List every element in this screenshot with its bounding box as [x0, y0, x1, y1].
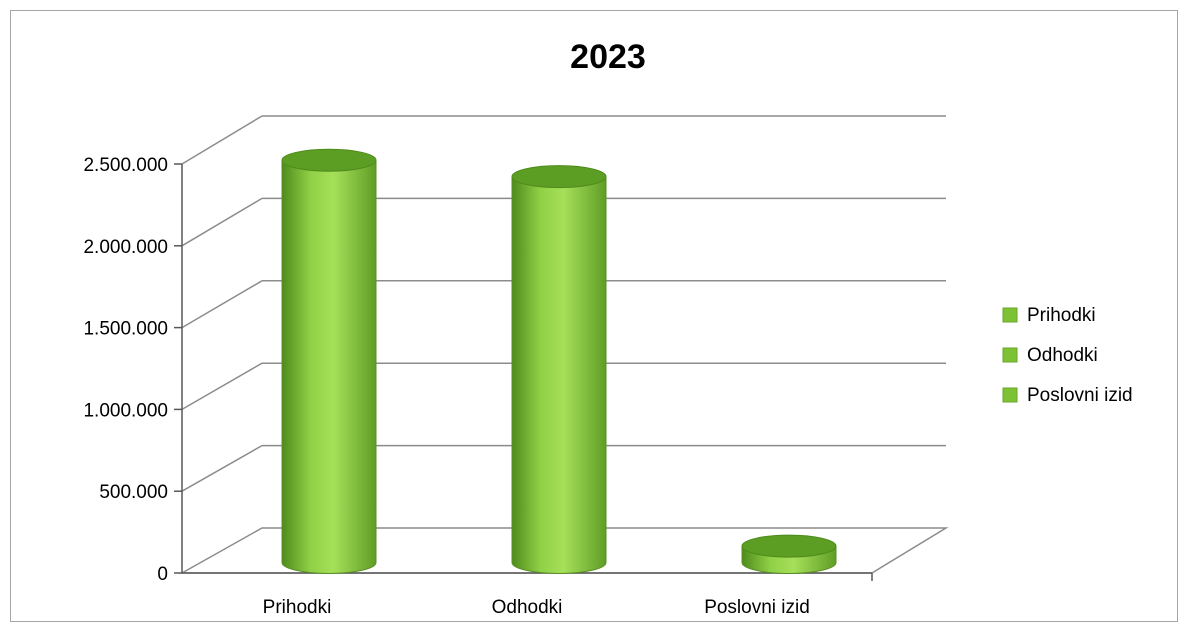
x-category-label: Poslovni izid [704, 597, 810, 618]
bars [281, 148, 837, 574]
legend-label: Odhodki [1027, 345, 1098, 366]
bar-prihodki [281, 148, 377, 574]
legend-label: Poslovni izid [1027, 385, 1133, 406]
gridline-side-5 [181, 115, 263, 165]
gridline-side-2 [181, 362, 263, 411]
x-category-label: Prihodki [263, 597, 332, 618]
gridline-side-1 [181, 444, 263, 492]
gridline-side-4 [181, 197, 263, 247]
legend-swatch [1002, 307, 1018, 323]
legend: Prihodki Odhodki Poslovni izid [1002, 305, 1133, 406]
bar-body [281, 159, 377, 574]
y-tick-label: 0 [157, 564, 168, 585]
chart-title: 2023 [570, 38, 646, 76]
y-tick-label: 500.000 [99, 482, 168, 503]
bar-top [281, 148, 377, 172]
bar-body [511, 176, 607, 574]
y-tick-label: 1.500.000 [83, 319, 168, 340]
y-tick-label: 2.000.000 [83, 237, 168, 258]
bar-top [511, 165, 607, 189]
y-tick-label: 1.000.000 [83, 400, 168, 421]
gridline-side-3 [181, 280, 263, 329]
legend-label: Prihodki [1027, 305, 1096, 326]
x-category-label: Odhodki [492, 597, 563, 618]
x-category-labels: Prihodki Odhodki Poslovni izid [263, 597, 810, 618]
bar-odhodki [511, 165, 607, 574]
y-tick-label: 2.500.000 [83, 155, 168, 176]
bar-top [741, 534, 837, 558]
legend-swatch [1002, 347, 1018, 363]
bar-poslovni-izid [741, 534, 837, 574]
axes [174, 163, 949, 581]
legend-swatch [1002, 387, 1018, 403]
y-tick-labels: 0 500.000 1.000.000 1.500.000 2.000.000 2.500… [83, 155, 168, 585]
